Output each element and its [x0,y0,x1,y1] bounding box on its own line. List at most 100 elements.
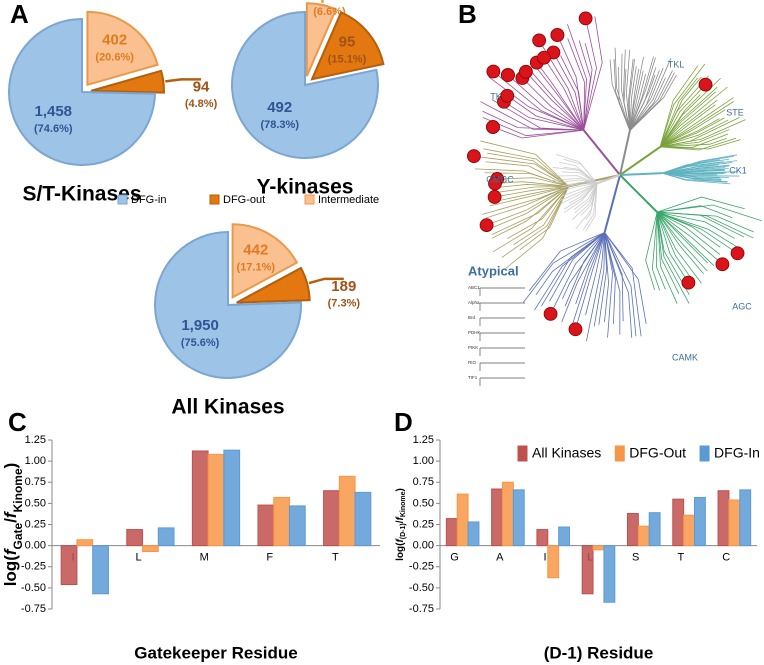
branch [629,70,644,131]
bar [739,489,752,547]
branch [659,101,734,148]
kinase-dot [698,77,713,92]
legend-swatch [614,445,625,462]
group-label: CMGC [486,174,514,184]
branch [494,181,569,187]
branch [619,146,661,176]
bar [157,527,175,547]
branch [574,183,598,214]
branch [656,211,723,265]
branch [535,232,605,296]
branch [536,62,584,131]
atypical-label: Alpha [468,300,480,305]
y-tick-label: 0.00 [413,540,434,552]
kinase-dot [486,120,500,134]
branch [491,99,584,131]
branch [567,24,587,131]
bar [142,545,159,553]
branch [656,212,666,290]
bar [648,512,661,547]
branch [604,232,624,322]
branch [656,211,702,284]
branch [480,101,584,131]
branch [623,69,631,131]
branch [656,211,695,283]
x-tick-label: M [200,552,209,564]
branch [659,86,718,148]
bar [672,498,685,547]
bar [558,526,571,547]
branch [481,185,569,215]
branch [555,153,598,184]
y-axis-label: log(fGate/fKinome) [1,463,25,587]
branch [603,174,621,233]
bar [456,493,469,547]
y-tick-label: 0.25 [413,518,434,530]
branch [561,232,605,323]
branch [659,104,716,148]
bar [626,513,639,547]
branch [656,211,738,254]
bar [445,518,458,547]
branch [561,183,598,204]
branch [531,61,584,131]
pie-title: Y-kinases [257,176,354,199]
branch [563,183,598,213]
atypical-title: Atypical [468,263,519,278]
branch [487,152,569,187]
x-axis-label: Gatekeeper Residue [134,643,297,662]
y-axis-label-part: / [1,518,20,523]
bar [338,475,356,547]
branch [604,232,609,322]
bar [728,499,741,547]
kinase-dot [681,275,696,290]
pie-slice [305,2,338,77]
y-tick-label: 0.50 [413,497,434,509]
bar [76,539,94,547]
branch [659,97,734,148]
branch [556,179,598,184]
branch [657,211,745,238]
x-tick-label: S [632,552,639,564]
kinase-dot [518,64,533,79]
branch [580,183,598,217]
branch [659,75,709,148]
y-tick-label: -0.75 [409,603,434,615]
branch [660,119,729,148]
branch [593,232,606,327]
branch [660,139,741,150]
y-axis-label-part: ) [395,488,406,491]
branch [567,38,586,131]
pie-slice [154,230,302,379]
branch [582,129,621,176]
branch [575,232,605,330]
branch [522,77,584,131]
branch [629,74,656,131]
branch [656,211,721,255]
branch [604,232,633,338]
branch [525,71,584,131]
bar [683,514,696,547]
branch [559,161,598,184]
y-tick-label: 1.25 [25,434,46,446]
branch [604,232,621,335]
y-tick-label: -0.50 [21,582,46,594]
branch [656,211,738,248]
branch [498,185,569,202]
atypical-label: Brd [468,315,476,320]
y-tick-label: 0.75 [25,476,46,488]
branch [585,183,598,232]
legend-swatch [304,194,315,205]
bar [603,545,616,603]
branch [629,57,644,131]
branch [656,212,690,304]
kinase-dot [550,28,565,42]
branch [661,172,728,182]
branch [660,138,727,148]
branch [659,91,716,148]
branch [604,232,616,324]
group-label: CAMK [672,352,698,362]
branch [557,34,585,131]
branch [483,148,570,187]
pie-slice [236,266,311,304]
